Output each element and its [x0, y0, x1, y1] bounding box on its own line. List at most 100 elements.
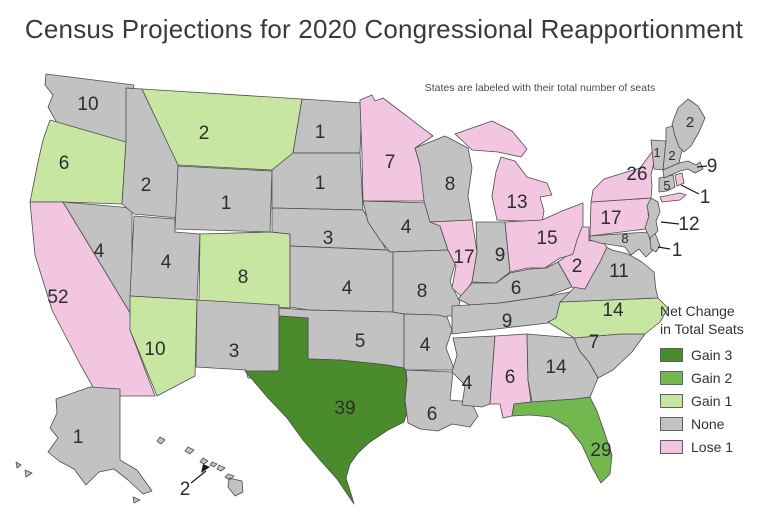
seats-label-nj: 12 [678, 214, 699, 235]
seats-label-ga: 14 [545, 357, 567, 378]
state-mi [454, 120, 553, 223]
seats-label-mn: 7 [385, 152, 396, 173]
callout-line-nj [660, 221, 680, 225]
seats-label-de: 1 [672, 240, 683, 261]
callout-line-hi [190, 470, 207, 484]
legend-title-line2: in Total Seats [660, 320, 744, 337]
state-fl [511, 396, 613, 484]
state-nj [644, 197, 661, 239]
callout-line-ri [680, 184, 700, 195]
seats-label-il: 17 [453, 247, 474, 268]
map-subtitle: States are labeled with their total numb… [424, 82, 656, 94]
seats-label-la: 6 [427, 404, 438, 425]
seats-label-nm: 3 [229, 341, 240, 362]
seats-label-ut: 4 [161, 252, 172, 273]
seats-label-sd: 1 [315, 173, 326, 194]
seats-label-ok: 5 [355, 331, 366, 352]
state-tx [244, 315, 408, 505]
seats-label-in: 9 [495, 245, 506, 266]
state-ak [15, 386, 153, 504]
callout-line-de [657, 246, 671, 250]
seats-label-ms: 4 [462, 373, 473, 394]
seats-label-mi: 13 [506, 192, 527, 213]
seats-label-mt: 2 [199, 123, 210, 144]
legend-item-gain2: Gain 2 [660, 369, 766, 386]
seats-label-nh: 2 [668, 148, 675, 163]
seats-label-ct: 5 [663, 178, 670, 193]
legend-title-line1: Net Change [660, 303, 735, 319]
seats-label-or: 6 [59, 153, 70, 174]
state-ms [451, 335, 496, 408]
state-wi [414, 135, 473, 223]
seats-label-vt: 1 [653, 145, 660, 160]
legend-swatch-gain3 [660, 347, 683, 362]
seats-label-tx: 39 [334, 398, 355, 419]
seats-label-sc: 7 [589, 332, 600, 353]
seats-label-al: 6 [505, 367, 516, 388]
state-shapes [15, 73, 706, 505]
legend-label-lose1: Lose 1 [691, 438, 734, 455]
state-il [429, 219, 478, 298]
legend-label-none: None [691, 415, 725, 432]
legend-label-gain1: Gain 1 [691, 392, 733, 409]
seats-label-ia: 4 [401, 217, 412, 238]
legend-item-lose1: Lose 1 [660, 438, 766, 455]
seats-label-mo: 8 [417, 281, 428, 302]
seats-label-ca: 52 [47, 287, 68, 308]
seats-label-ma: 9 [707, 156, 718, 177]
seats-label-hi: 2 [180, 479, 191, 500]
seats-label-ak: 1 [73, 427, 84, 448]
state-me [671, 98, 706, 153]
state-la [404, 369, 479, 432]
seats-label-me: 2 [686, 114, 694, 131]
legend-swatch-gain2 [660, 370, 683, 385]
seats-label-id: 2 [141, 175, 152, 196]
legend-items: Gain 3 Gain 2 Gain 1 None Lose 1 [660, 346, 766, 455]
legend-swatch-lose1 [660, 439, 683, 454]
seats-label-nc: 14 [602, 300, 624, 321]
seats-label-wy: 1 [221, 193, 232, 214]
seats-label-nd: 1 [315, 122, 326, 143]
state-nd [292, 98, 363, 154]
seats-label-ks: 4 [342, 278, 353, 299]
seats-label-oh: 15 [536, 228, 557, 249]
seats-label-ny: 26 [626, 164, 647, 185]
state-hi [156, 436, 244, 497]
seats-label-co: 8 [238, 267, 249, 288]
seats-label-fl: 29 [590, 440, 611, 461]
seats-label-wv: 2 [572, 256, 583, 277]
callout-lines [190, 165, 708, 484]
seats-label-va: 11 [609, 261, 629, 282]
legend-item-gain3: Gain 3 [660, 346, 766, 363]
state-ar [403, 313, 454, 371]
legend-label-gain2: Gain 2 [691, 369, 733, 386]
legend-title: Net Change in Total Seats [660, 303, 766, 338]
callout-arrowhead-hi [201, 464, 210, 473]
seats-label-wa: 10 [77, 94, 98, 115]
page-title: Census Projections for 2020 Congressiona… [24, 14, 744, 44]
seats-label-wi: 8 [445, 174, 456, 195]
seats-label-md: 8 [621, 231, 628, 246]
legend-label-gain3: Gain 3 [691, 346, 733, 363]
seats-label-nv: 4 [94, 241, 105, 262]
seats-label-ri: 1 [700, 187, 711, 208]
legend-item-none: None [660, 415, 766, 432]
seats-label-ne: 3 [323, 228, 334, 249]
state-nc [547, 297, 669, 339]
callout-line-ma [696, 165, 708, 168]
seats-label-ar: 4 [420, 335, 431, 356]
state-az [129, 295, 198, 397]
seat-labels: 10 6 52 4 2 2 1 4 8 10 3 1 1 3 4 5 39 7 … [47, 94, 717, 500]
state-ma [662, 160, 704, 179]
legend-swatch-gain1 [660, 393, 683, 408]
state-nm [195, 299, 280, 380]
legend-swatch-none [660, 416, 683, 431]
seats-label-tn: 9 [502, 311, 513, 332]
seats-label-az: 10 [144, 339, 165, 360]
legend: Net Change in Total Seats Gain 3 Gain 2 Ga… [660, 303, 766, 463]
seats-label-ky: 6 [511, 278, 522, 299]
state-ri [674, 172, 685, 187]
legend-item-gain1: Gain 1 [660, 392, 766, 409]
